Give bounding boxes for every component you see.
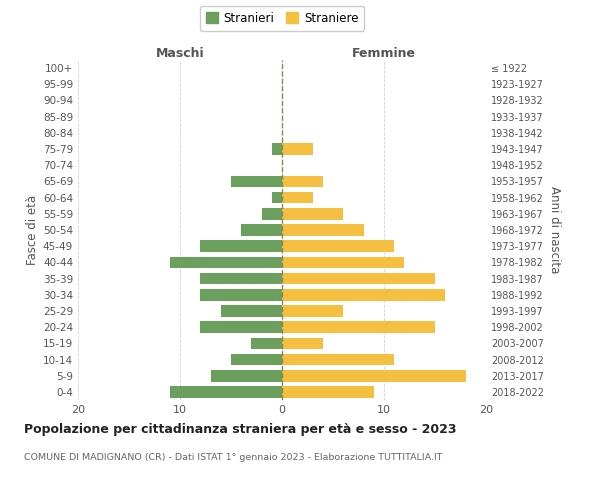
Bar xyxy=(282,289,445,300)
Bar xyxy=(282,338,323,349)
Bar xyxy=(200,322,282,333)
Bar xyxy=(282,305,343,317)
Bar xyxy=(282,176,323,188)
Bar xyxy=(200,289,282,300)
Bar xyxy=(170,256,282,268)
Bar xyxy=(262,208,282,220)
Bar xyxy=(241,224,282,236)
Bar xyxy=(231,354,282,366)
Bar xyxy=(170,386,282,398)
Text: Popolazione per cittadinanza straniera per età e sesso - 2023: Popolazione per cittadinanza straniera p… xyxy=(24,422,457,436)
Bar xyxy=(272,143,282,155)
Bar xyxy=(282,354,394,366)
Bar xyxy=(251,338,282,349)
Bar xyxy=(282,240,394,252)
Bar xyxy=(200,240,282,252)
Bar xyxy=(282,272,435,284)
Bar xyxy=(282,370,466,382)
Bar xyxy=(282,143,313,155)
Bar xyxy=(221,305,282,317)
Bar xyxy=(200,272,282,284)
Bar xyxy=(282,256,404,268)
Text: Femmine: Femmine xyxy=(352,47,416,60)
Text: COMUNE DI MADIGNANO (CR) - Dati ISTAT 1° gennaio 2023 - Elaborazione TUTTITALIA.: COMUNE DI MADIGNANO (CR) - Dati ISTAT 1°… xyxy=(24,452,443,462)
Legend: Stranieri, Straniere: Stranieri, Straniere xyxy=(200,6,364,30)
Y-axis label: Fasce di età: Fasce di età xyxy=(26,195,39,265)
Bar xyxy=(282,192,313,203)
Bar xyxy=(282,208,343,220)
Bar xyxy=(282,386,374,398)
Y-axis label: Anni di nascita: Anni di nascita xyxy=(548,186,560,274)
Text: Maschi: Maschi xyxy=(155,47,205,60)
Bar xyxy=(272,192,282,203)
Bar xyxy=(231,176,282,188)
Bar xyxy=(282,224,364,236)
Bar xyxy=(211,370,282,382)
Bar xyxy=(282,322,435,333)
